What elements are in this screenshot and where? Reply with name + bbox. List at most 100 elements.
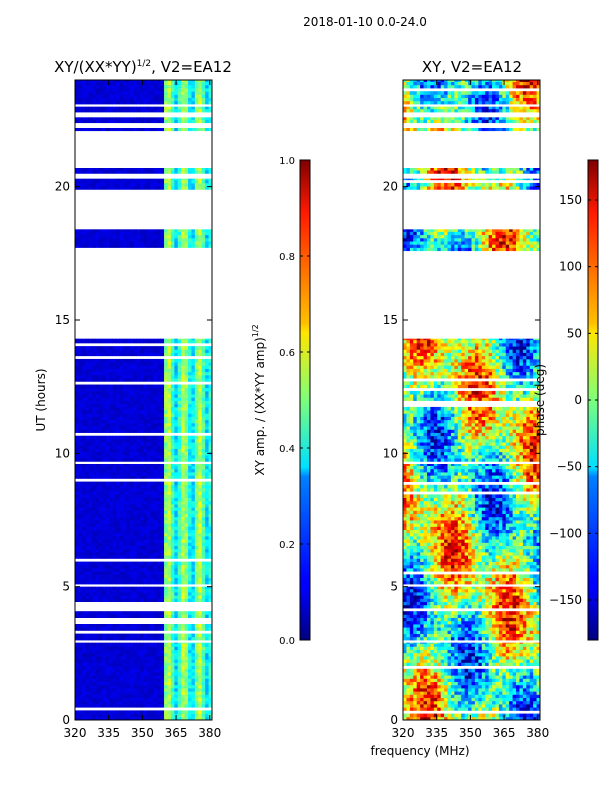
heatmap-cell — [136, 451, 141, 456]
heatmap-cell — [164, 465, 168, 470]
heatmap-cell — [136, 368, 141, 373]
heatmap-cell — [153, 368, 158, 373]
heatmap-cell — [116, 542, 120, 546]
heatmap-cell — [198, 358, 203, 363]
heatmap-cell — [198, 445, 203, 449]
heatmap-cell — [98, 539, 103, 543]
heatmap-cell — [95, 368, 100, 373]
heatmap-cell — [105, 688, 110, 692]
heatmap-cell — [140, 646, 144, 650]
heatmap-cell — [143, 513, 148, 518]
heatmap-cell — [194, 646, 199, 650]
heatmap-cell — [116, 491, 120, 495]
heatmap-cell — [170, 374, 175, 379]
heatmap-cell — [188, 500, 192, 505]
heatmap-cell — [75, 445, 79, 449]
heatmap-cell — [98, 413, 103, 417]
heatmap-cell — [160, 117, 165, 120]
heatmap-cell — [126, 426, 131, 430]
heatmap-cell — [102, 374, 107, 379]
heatmap-cell — [102, 507, 107, 511]
heatmap-cell — [75, 362, 79, 366]
heatmap-cell — [136, 231, 141, 236]
heatmap-cell — [170, 458, 175, 462]
heatmap-cell — [136, 410, 141, 414]
heatmap-cell — [92, 510, 96, 514]
heatmap-cell — [81, 451, 86, 456]
heatmap-cell — [116, 688, 120, 692]
heatmap-cell — [98, 598, 103, 602]
heatmap-cell — [153, 403, 158, 408]
heatmap-cell — [109, 241, 114, 245]
heatmap-cell — [75, 117, 79, 120]
heatmap-cell — [164, 234, 168, 239]
heatmap-cell — [122, 429, 127, 433]
heatmap-cell — [167, 231, 172, 236]
heatmap-cell — [126, 438, 131, 443]
heatmap-cell — [133, 365, 138, 369]
heatmap-cell — [102, 545, 107, 550]
heatmap-cell — [88, 438, 93, 443]
heatmap-cell — [136, 520, 141, 524]
heatmap-cell — [205, 458, 209, 462]
heatmap-cell — [75, 394, 79, 398]
heatmap-cell — [194, 451, 199, 456]
heatmap-cell — [81, 571, 86, 575]
heatmap-cell — [153, 646, 158, 650]
heatmap-cell — [174, 652, 179, 657]
heatmap-cell — [208, 231, 213, 236]
heatmap-cell — [177, 675, 182, 679]
heatmap-cell — [88, 614, 93, 618]
heatmap-cell — [160, 435, 165, 440]
heatmap-cell — [116, 229, 120, 232]
heatmap-cell — [208, 504, 213, 508]
heatmap-cell — [129, 588, 134, 593]
heatmap-cell — [98, 365, 103, 369]
heatmap-cell — [129, 636, 134, 641]
heatmap-cell — [208, 713, 213, 718]
heatmap-cell — [208, 580, 213, 585]
heatmap-cell — [92, 358, 96, 363]
heatmap-cell — [188, 448, 192, 453]
heatmap-cell — [177, 491, 182, 495]
heatmap-cell — [98, 465, 103, 470]
heatmap-cell — [109, 668, 114, 673]
heatmap-cell — [85, 577, 90, 582]
heatmap-cell — [146, 697, 151, 702]
heatmap-cell — [112, 656, 117, 660]
heatmap-cell — [143, 678, 148, 682]
heatmap-cell — [119, 484, 124, 489]
heatmap-cell — [119, 475, 124, 479]
heatmap-cell — [109, 108, 114, 113]
heatmap-cell — [167, 561, 172, 566]
heatmap-cell — [143, 545, 148, 550]
heatmap-cell — [167, 448, 172, 453]
heatmap-cell — [188, 400, 192, 405]
heatmap-cell — [102, 416, 107, 421]
heatmap-cell — [184, 338, 189, 341]
heatmap-cell — [201, 403, 206, 408]
heatmap-cell — [122, 365, 127, 369]
heatmap-cell — [112, 464, 117, 466]
heatmap-cell — [136, 633, 141, 638]
heatmap-cell — [198, 665, 203, 670]
heatmap-cell — [153, 338, 158, 341]
heatmap-cell — [129, 97, 134, 102]
heatmap-cell — [177, 182, 182, 187]
heatmap-cell — [205, 179, 209, 184]
heatmap-cell — [167, 646, 172, 650]
heatmap-cell — [157, 586, 162, 590]
heatmap-cell — [146, 378, 151, 382]
heatmap-cell — [136, 448, 141, 453]
heatmap-cell — [201, 652, 206, 657]
heatmap-cell — [191, 614, 196, 618]
heatmap-cell — [153, 416, 158, 421]
heatmap-cell — [78, 491, 83, 495]
heatmap-cell — [109, 513, 114, 518]
heatmap-cell — [81, 413, 86, 417]
heatmap-cell — [177, 435, 182, 440]
heatmap-cell — [92, 536, 96, 540]
heatmap-cell — [92, 465, 96, 470]
heatmap-cell — [188, 374, 192, 379]
heatmap-cell — [98, 516, 103, 521]
